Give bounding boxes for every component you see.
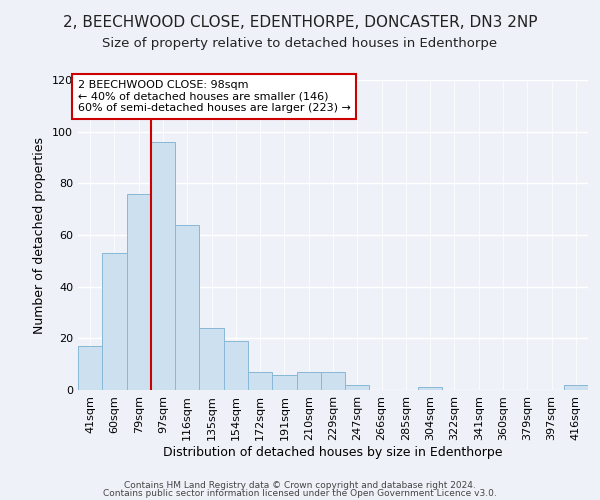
Y-axis label: Number of detached properties: Number of detached properties [34,136,46,334]
Bar [248,372,272,390]
Text: Contains HM Land Registry data © Crown copyright and database right 2024.: Contains HM Land Registry data © Crown c… [124,480,476,490]
Bar [78,346,102,390]
Bar [272,374,296,390]
Bar [127,194,151,390]
Bar [102,253,127,390]
Bar [345,385,370,390]
Bar [224,341,248,390]
Bar [151,142,175,390]
Text: 2 BEECHWOOD CLOSE: 98sqm
← 40% of detached houses are smaller (146)
60% of semi-: 2 BEECHWOOD CLOSE: 98sqm ← 40% of detach… [78,80,351,113]
Bar [199,328,224,390]
Text: Size of property relative to detached houses in Edenthorpe: Size of property relative to detached ho… [103,38,497,51]
Bar [418,388,442,390]
Bar [564,385,588,390]
Text: Contains public sector information licensed under the Open Government Licence v3: Contains public sector information licen… [103,489,497,498]
Bar [296,372,321,390]
X-axis label: Distribution of detached houses by size in Edenthorpe: Distribution of detached houses by size … [163,446,503,458]
Text: 2, BEECHWOOD CLOSE, EDENTHORPE, DONCASTER, DN3 2NP: 2, BEECHWOOD CLOSE, EDENTHORPE, DONCASTE… [63,15,537,30]
Bar [175,224,199,390]
Bar [321,372,345,390]
